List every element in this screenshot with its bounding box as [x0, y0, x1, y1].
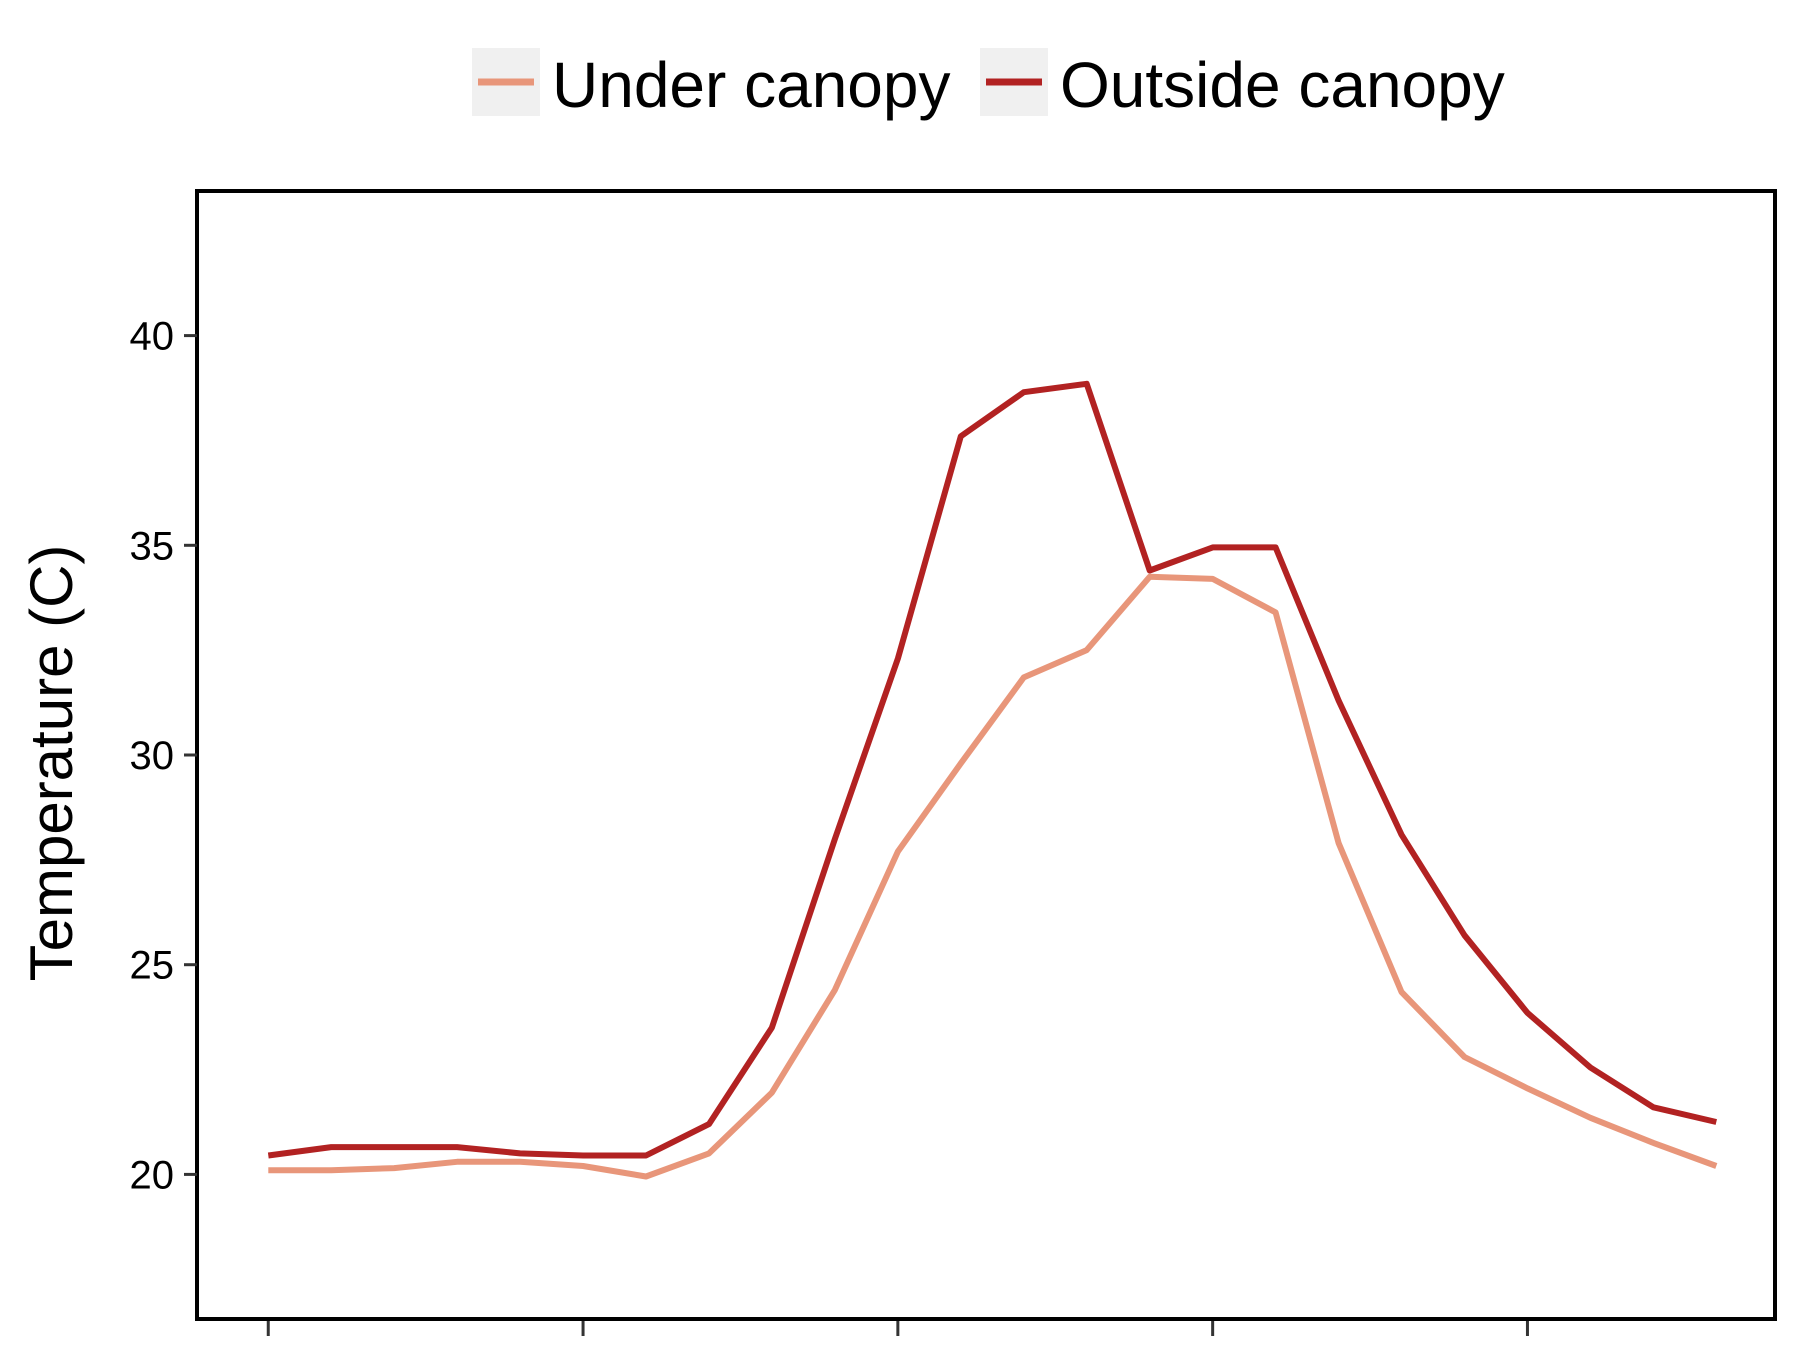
series-line-outside-canopy: [267, 380, 1717, 1159]
legend: Under canopy Outside canopy: [472, 48, 1505, 121]
y-tick-label: 40: [130, 315, 175, 359]
x-axis: [266, 1321, 1529, 1336]
legend-label-under-canopy: Under canopy: [552, 49, 950, 121]
y-axis-title: Temperature (C): [18, 545, 85, 982]
y-tick-label: 35: [130, 524, 175, 568]
y-tick-label: 30: [130, 734, 175, 778]
y-tick-label: 20: [130, 1153, 175, 1197]
series-line-under-canopy: [268, 573, 1718, 1180]
legend-label-outside-canopy: Outside canopy: [1060, 49, 1505, 121]
series-layer: [267, 380, 1718, 1180]
y-tick-label: 25: [130, 944, 175, 988]
y-axis: 20 25 30 35 40: [130, 315, 197, 1197]
